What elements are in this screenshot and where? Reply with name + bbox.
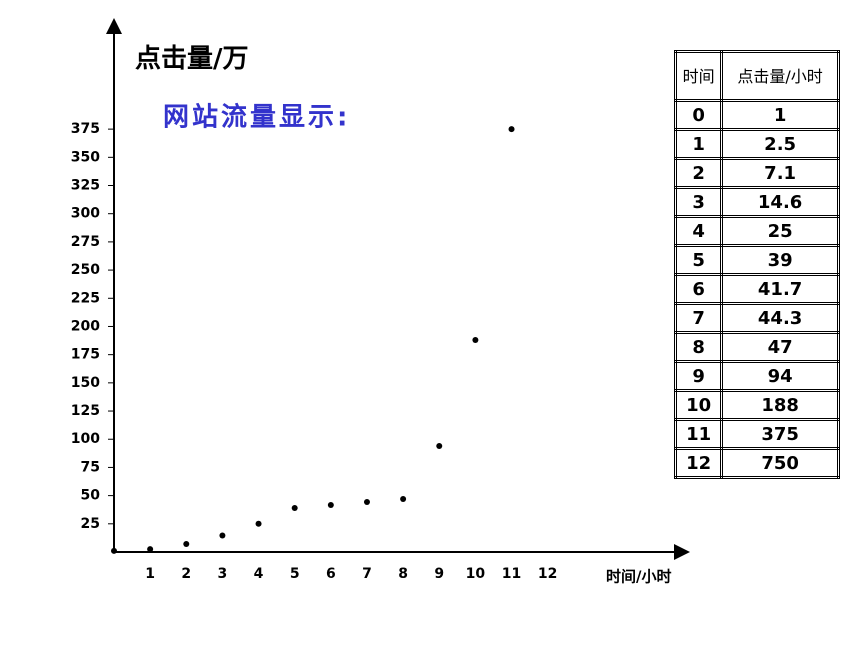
point	[183, 540, 190, 547]
y-tick-label: 25	[81, 516, 100, 532]
y-tick-label: 150	[71, 375, 100, 391]
table-row: 3 14.6	[673, 186, 840, 218]
table-cell: 94	[720, 360, 840, 392]
y-tick-label: 200	[71, 318, 100, 334]
table-cell: 39	[720, 244, 840, 276]
table-cell: 7.1	[720, 157, 840, 189]
chart-title: 网站流量显示:	[163, 103, 350, 133]
table-cell: 41.7	[720, 273, 840, 305]
y-tick-label: 275	[71, 234, 100, 250]
y-tick-label: 100	[71, 431, 100, 447]
header-cell: 点击量/小时	[720, 50, 840, 102]
x-tick-label: 8	[398, 566, 408, 582]
table-cell: 0	[673, 99, 724, 131]
table-cell: 6	[673, 273, 724, 305]
y-tick-label: 250	[71, 262, 100, 278]
data-table: 时间 点击量/小时 0 1 1 2.5 2 7.1 3 14.6 4 25 5 39 6 41.7 7 44.3…	[673, 50, 840, 479]
y-tick-label: 325	[71, 178, 100, 194]
table-cell: 5	[673, 244, 724, 276]
table-row: 12 750	[673, 447, 840, 479]
y-tick-label: 125	[71, 403, 100, 419]
table-row: 10 188	[673, 389, 840, 421]
table-cell: 8	[673, 331, 724, 363]
y-tick-label: 300	[71, 206, 100, 222]
table-cell: 47	[720, 331, 840, 363]
table-cell: 750	[720, 447, 840, 479]
table-cell: 7	[673, 302, 724, 334]
x-tick-label: 6	[326, 566, 336, 582]
x-tick-label: 4	[254, 566, 264, 582]
point	[436, 443, 443, 449]
header-cell: 时间	[673, 50, 724, 102]
table-row: 1 2.5	[673, 128, 840, 160]
point	[219, 532, 226, 539]
x-tick-label: 12	[538, 566, 557, 582]
table-cell: 10	[673, 389, 724, 421]
table-row: 7 44.3	[673, 302, 840, 334]
point	[147, 546, 154, 553]
table-cell: 12	[673, 447, 724, 479]
header-row: 时间 点击量/小时	[673, 50, 840, 102]
table-cell: 375	[720, 418, 840, 450]
x-tick-label: 5	[290, 566, 300, 582]
table-cell: 4	[673, 215, 724, 247]
x-tick-label: 11	[502, 566, 521, 582]
point	[111, 547, 117, 554]
table-cell: 1	[673, 128, 724, 160]
y-tick-label: 375	[71, 121, 100, 137]
table-cell: 11	[673, 418, 724, 450]
y-axis-label: 点击量/万	[135, 43, 249, 74]
x-tick-label: 7	[362, 566, 372, 582]
y-tick-label: 350	[71, 149, 100, 165]
table-row: 11 375	[673, 418, 840, 450]
point	[363, 499, 370, 506]
table-body: 0 1 1 2.5 2 7.1 3 14.6 4 25 5 39 6 41.7 7 44.3 8 47 9 94 10 1…	[673, 99, 840, 479]
x-tick-label: 2	[181, 566, 191, 582]
table-cell: 1	[720, 99, 840, 131]
point	[508, 126, 515, 133]
table-cell: 2.5	[720, 128, 840, 160]
table-cell: 44.3	[720, 302, 840, 334]
table-cell: 9	[673, 360, 724, 392]
table-cell: 2	[673, 157, 724, 189]
point	[327, 501, 334, 508]
x-tick-label: 10	[466, 566, 486, 582]
table-cell: 25	[720, 215, 840, 247]
x-tick-label: 1	[145, 566, 155, 582]
table-cell: 14.6	[720, 186, 840, 218]
table-cell: 3	[673, 186, 724, 218]
table-row: 4 25	[673, 215, 840, 247]
table-row: 5 39	[673, 244, 840, 276]
y-tick-label: 75	[81, 459, 100, 475]
y-tick-label: 50	[81, 488, 101, 504]
y-tick-label: 225	[71, 290, 100, 306]
table-row: 6 41.7	[673, 273, 840, 305]
x-axis-label: 时间/小时	[606, 568, 671, 586]
point	[472, 337, 479, 343]
table-cell: 188	[720, 389, 840, 421]
y-tick-label: 175	[71, 347, 100, 363]
x-tick-label: 3	[218, 566, 228, 582]
point	[291, 505, 298, 512]
table-row: 2 7.1	[673, 157, 840, 189]
x-tick-label: 9	[434, 566, 444, 582]
point	[255, 520, 262, 527]
table-row: 9 94	[673, 360, 840, 392]
point	[400, 496, 407, 502]
table-row: 8 47	[673, 331, 840, 363]
